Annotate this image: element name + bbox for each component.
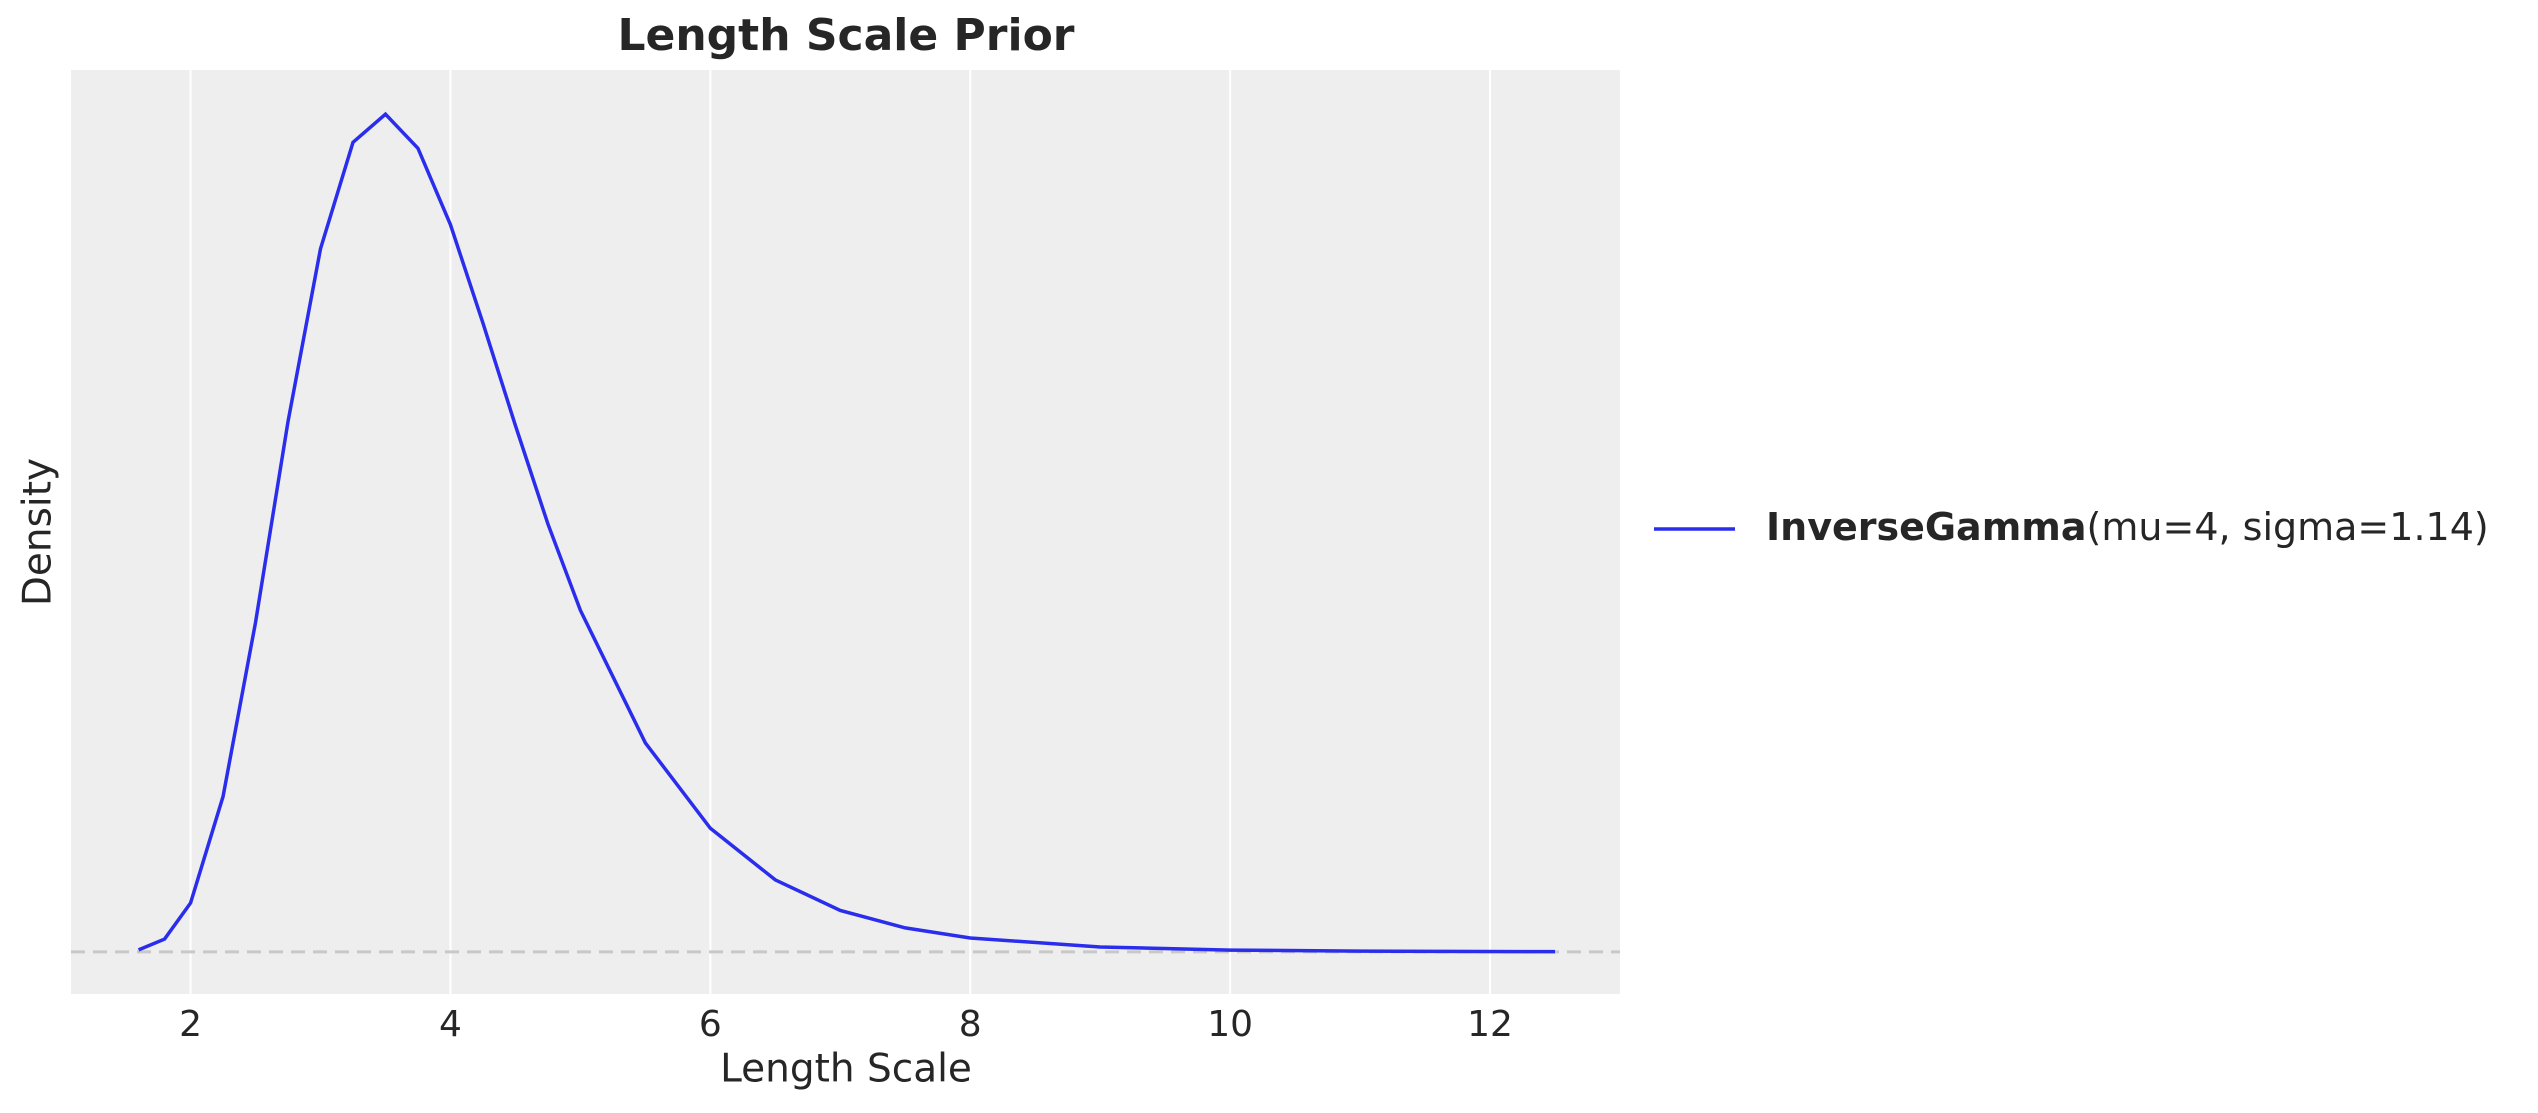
x-tick-label: 10	[1207, 1004, 1253, 1045]
x-tick-label: 6	[699, 1004, 722, 1045]
chart-title: Length Scale Prior	[617, 10, 1074, 61]
density-line	[137, 111, 1556, 954]
x-tick-label: 2	[179, 1004, 202, 1045]
plot-area	[71, 70, 1620, 994]
x-tick-label: 12	[1467, 1004, 1513, 1045]
x-tick-label: 8	[959, 1004, 982, 1045]
x-axis-label: Length Scale	[720, 1047, 972, 1092]
legend-label-rest: (mu=4, sigma=1.14)	[2087, 505, 2489, 549]
x-tick-label: 4	[439, 1004, 462, 1045]
legend-label-bold: InverseGamma	[1766, 505, 2087, 549]
legend-label: InverseGamma(mu=4, sigma=1.14)	[1766, 505, 2489, 549]
y-axis-label: Density	[16, 458, 61, 606]
